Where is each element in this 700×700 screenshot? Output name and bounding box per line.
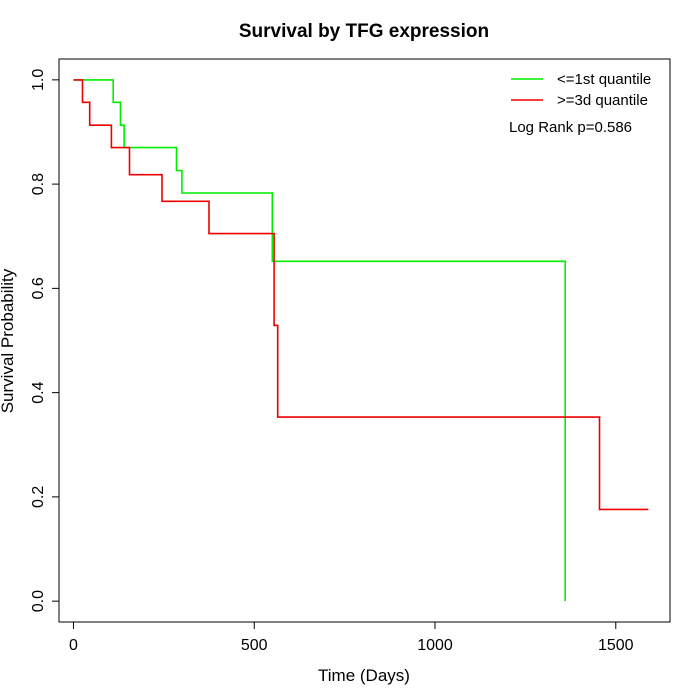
x-axis: 0 500 1000 1500 bbox=[69, 621, 634, 654]
x-tick-label: 0 bbox=[69, 637, 78, 654]
y-tick-label: 0.4 bbox=[30, 381, 47, 403]
y-tick-label: 0.6 bbox=[30, 277, 47, 299]
y-axis: 0.0 0.2 0.4 0.6 0.8 1.0 bbox=[30, 69, 60, 612]
log-rank-annotation: Log Rank p=0.586 bbox=[509, 119, 632, 136]
plot-frame bbox=[58, 58, 671, 623]
x-tick-label: 1500 bbox=[598, 637, 634, 654]
chart-title: Survival by TFG expression bbox=[239, 21, 489, 42]
legend-label-1: >=3d quantile bbox=[557, 92, 648, 109]
series-line-0 bbox=[73, 79, 566, 602]
series-line-1 bbox=[73, 79, 649, 511]
x-tick-label: 500 bbox=[241, 637, 268, 654]
legend-label-0: <=1st quantile bbox=[557, 71, 651, 88]
y-tick-label: 0.0 bbox=[30, 590, 47, 612]
x-tick-label: 1000 bbox=[417, 637, 453, 654]
legend: <=1st quantile >=3d quantile bbox=[511, 71, 651, 109]
x-axis-label: Time (Days) bbox=[318, 666, 410, 685]
y-tick-label: 0.2 bbox=[30, 486, 47, 508]
y-tick-label: 1.0 bbox=[30, 69, 47, 91]
y-tick-label: 0.8 bbox=[30, 173, 47, 195]
series-layer bbox=[73, 79, 649, 602]
y-axis-label: Survival Probability bbox=[0, 268, 17, 413]
